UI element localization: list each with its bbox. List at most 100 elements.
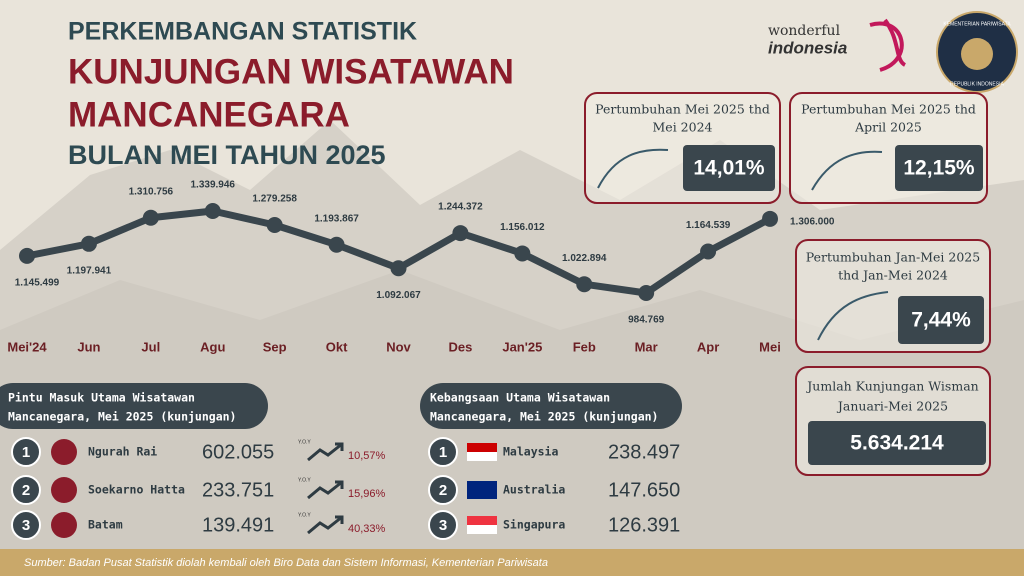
flag xyxy=(467,516,497,525)
x-tick-label: Agu xyxy=(200,339,225,354)
panel-heading xyxy=(420,383,682,429)
arrow xyxy=(597,148,669,189)
rank-badge xyxy=(11,437,41,467)
panel-heading xyxy=(0,383,268,429)
rank-badge xyxy=(428,510,458,540)
card-title: thd Jan-Mei 2024 xyxy=(838,268,948,283)
port-icon xyxy=(51,512,77,538)
rank-badge xyxy=(11,475,41,505)
panel-heading-text: Pintu Masuk Utama Wisatawan xyxy=(8,391,195,405)
title-line: MANCANEGARA xyxy=(68,95,350,134)
card-value: 5.634.214 xyxy=(850,432,944,455)
value-label: 1.156.012 xyxy=(500,222,545,233)
point xyxy=(514,245,531,262)
point xyxy=(142,209,159,226)
emblem-bird xyxy=(961,38,993,70)
x-tick-label: Sep xyxy=(263,339,287,354)
emblem-text: REPUBLIK INDONESIA xyxy=(950,81,1004,87)
point xyxy=(266,217,283,234)
x-tick-label: Mei xyxy=(759,339,781,354)
source: Sumber: Badan Pusat Statistik diolah kem… xyxy=(24,557,548,569)
card-title: Jumlah Kunjungan Wisman xyxy=(805,379,978,394)
arrow xyxy=(811,150,883,191)
rank-badge xyxy=(428,437,458,467)
point xyxy=(328,236,345,253)
x-tick-label: Des xyxy=(448,339,472,354)
panel-heading-text: Mancanegara, Mei 2025 (kunjungan) xyxy=(8,410,236,424)
value-box xyxy=(895,145,983,191)
country: Singapura xyxy=(503,518,565,532)
rank: 2 xyxy=(22,482,30,499)
point xyxy=(204,203,221,219)
value-box xyxy=(808,421,986,465)
rank: 1 xyxy=(22,444,30,461)
card-title: Pertumbuhan Jan-Mei 2025 xyxy=(806,250,980,265)
x-tick-label: Mar xyxy=(635,339,658,354)
card-title: Pertumbuhan Mei 2025 thd xyxy=(595,102,770,117)
card-value: 12,15% xyxy=(903,157,975,180)
trend-arrow xyxy=(307,442,344,462)
growth: 15,96% xyxy=(348,488,386,500)
card-value: 14,01% xyxy=(693,157,765,180)
flag xyxy=(467,481,497,490)
x-tick-label: Feb xyxy=(573,339,596,354)
flag xyxy=(467,443,497,452)
growth: 10,57% xyxy=(348,450,386,462)
port-name: Ngurah Rai xyxy=(88,445,157,459)
rank: 1 xyxy=(439,444,447,461)
port-icon xyxy=(51,439,77,465)
rank-badge xyxy=(11,510,41,540)
yoy: Y.O.Y xyxy=(298,477,311,483)
country-value: 147.650 xyxy=(608,479,680,501)
point xyxy=(762,210,778,227)
card-title: Pertumbuhan Mei 2025 thd xyxy=(801,102,976,117)
logo-text: wonderful xyxy=(768,23,841,39)
country-value: 126.391 xyxy=(608,514,680,536)
point xyxy=(19,247,35,264)
point xyxy=(390,260,407,277)
x-tick-label: Jan'25 xyxy=(502,339,542,354)
logo-mark xyxy=(869,18,907,72)
x-tick-label: Okt xyxy=(326,339,348,354)
x-tick-label: Mei'24 xyxy=(7,339,47,354)
title-line: KUNJUNGAN WISATAWAN xyxy=(68,52,514,91)
rank: 3 xyxy=(439,517,447,534)
x-tick-label: Jun xyxy=(77,339,100,354)
trend-arrow xyxy=(307,480,344,500)
yoy: Y.O.Y xyxy=(298,512,311,518)
point xyxy=(638,285,655,301)
x-tick-label: Apr xyxy=(697,339,719,354)
port-icon xyxy=(51,477,77,503)
value-label: 1.145.499 xyxy=(15,278,60,289)
title-line: BULAN MEI TAHUN 2025 xyxy=(68,140,386,170)
logo-text: indonesia xyxy=(768,38,847,57)
port-name: Soekarno Hatta xyxy=(88,483,185,497)
point xyxy=(700,243,717,260)
footer xyxy=(0,549,1024,576)
arrow xyxy=(817,291,889,341)
value-label: 1.306.000 xyxy=(790,216,835,227)
country: Australia xyxy=(503,483,565,497)
value-box xyxy=(898,296,984,344)
title-line: PERKEMBANGAN STATISTIK xyxy=(68,18,417,46)
panel-heading-text: Kebangsaan Utama Wisatawan xyxy=(430,391,610,405)
port-name: Batam xyxy=(88,518,123,532)
value-label: 984.769 xyxy=(628,315,665,326)
rank: 2 xyxy=(439,482,447,499)
point xyxy=(80,235,97,252)
country: Malaysia xyxy=(503,445,558,459)
value-label: 1.197.941 xyxy=(67,265,112,276)
value-label: 1.339.946 xyxy=(191,180,236,191)
value-label: 1.193.867 xyxy=(314,213,359,224)
point xyxy=(452,225,469,242)
value-label: 1.310.756 xyxy=(129,186,174,197)
card-title: Mei 2024 xyxy=(653,120,713,135)
value-label: 1.092.067 xyxy=(376,290,421,301)
yoy: Y.O.Y xyxy=(298,439,311,445)
growth: 40,33% xyxy=(348,523,386,535)
value-label: 1.164.539 xyxy=(686,220,731,231)
country-value: 238.497 xyxy=(608,441,680,463)
card-title: April 2025 xyxy=(854,120,922,135)
x-tick-label: Jul xyxy=(141,339,160,354)
